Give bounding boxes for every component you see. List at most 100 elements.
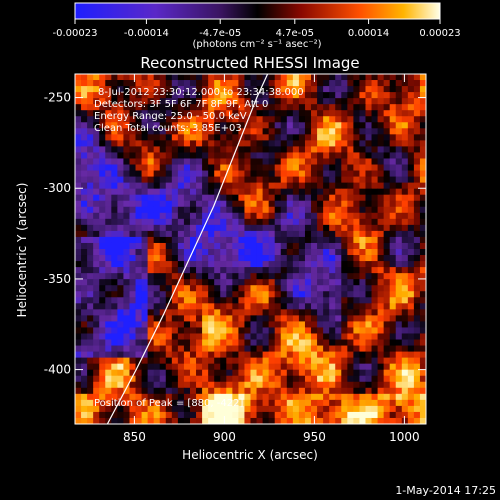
heatmap-cell bbox=[81, 417, 88, 424]
heatmap-cell bbox=[117, 345, 124, 352]
heatmap-cell bbox=[268, 369, 276, 377]
heatmap-cell bbox=[335, 273, 342, 280]
heatmap-cell bbox=[311, 345, 318, 352]
heatmap-cell bbox=[214, 339, 221, 346]
heatmap-cell bbox=[413, 393, 421, 401]
heatmap-cell bbox=[359, 176, 366, 184]
heatmap-cell bbox=[87, 218, 94, 226]
heatmap-cell bbox=[353, 309, 360, 316]
heatmap-cell bbox=[407, 170, 415, 177]
heatmap-cell bbox=[238, 297, 245, 304]
heatmap-cell bbox=[81, 146, 88, 153]
heatmap-cell bbox=[87, 339, 94, 346]
heatmap-cell bbox=[244, 345, 251, 352]
heatmap-cell bbox=[317, 236, 324, 244]
heatmap-cell bbox=[323, 116, 330, 123]
heatmap-cell bbox=[407, 333, 415, 340]
heatmap-cell bbox=[323, 188, 330, 196]
heatmap-cell bbox=[335, 303, 342, 310]
heatmap-cell bbox=[129, 291, 136, 298]
heatmap-cell bbox=[389, 134, 397, 141]
heatmap-cell bbox=[141, 140, 149, 147]
heatmap-cell bbox=[171, 297, 179, 304]
heatmap-cell bbox=[280, 110, 288, 117]
heatmap-cell bbox=[383, 224, 391, 232]
heatmap-cell bbox=[165, 140, 173, 147]
heatmap-cell bbox=[311, 212, 318, 220]
heatmap-cell bbox=[129, 146, 136, 153]
heatmap-cell bbox=[419, 176, 426, 184]
heatmap-cell bbox=[202, 110, 209, 117]
heatmap-cell bbox=[365, 393, 372, 401]
heatmap-cell bbox=[153, 363, 161, 371]
heatmap-cell bbox=[359, 110, 366, 117]
heatmap-cell bbox=[389, 212, 397, 220]
heatmap-cell bbox=[220, 92, 227, 99]
heatmap-cell bbox=[226, 357, 233, 365]
heatmap-cell bbox=[87, 128, 94, 135]
heatmap-cell bbox=[274, 80, 282, 87]
heatmap-cell bbox=[208, 297, 215, 304]
heatmap-cell bbox=[353, 339, 360, 346]
heatmap-cell bbox=[111, 399, 118, 407]
heatmap-cell bbox=[81, 92, 88, 99]
heatmap-cell bbox=[111, 104, 118, 111]
heatmap-cell bbox=[75, 224, 82, 232]
heatmap-cell bbox=[196, 369, 203, 377]
heatmap-cell bbox=[105, 116, 112, 123]
heatmap-cell bbox=[177, 86, 185, 93]
heatmap-cell bbox=[335, 230, 342, 238]
heatmap-cell bbox=[75, 291, 82, 298]
heatmap-cell bbox=[365, 261, 372, 268]
heatmap-cell bbox=[365, 110, 372, 117]
heatmap-cell bbox=[208, 315, 215, 322]
heatmap-cell bbox=[171, 357, 179, 365]
heatmap-cell bbox=[256, 128, 263, 135]
heatmap-cell bbox=[413, 104, 421, 111]
heatmap-cell bbox=[407, 164, 415, 171]
heatmap-cell bbox=[401, 200, 409, 208]
heatmap-cell bbox=[341, 351, 348, 359]
heatmap-cell bbox=[280, 267, 288, 274]
heatmap-cell bbox=[280, 194, 288, 202]
heatmap-cell bbox=[256, 152, 263, 159]
heatmap-cell bbox=[323, 134, 330, 141]
heatmap-cell bbox=[389, 399, 397, 407]
heatmap-cell bbox=[401, 80, 409, 87]
heatmap-cell bbox=[111, 381, 118, 389]
heatmap-cell bbox=[75, 236, 82, 244]
colorbar-gradient bbox=[74, 2, 441, 20]
heatmap-cell bbox=[377, 152, 385, 159]
heatmap-cell bbox=[262, 315, 270, 322]
heatmap-cell bbox=[401, 303, 409, 310]
heatmap-cell bbox=[129, 194, 136, 202]
heatmap-cell bbox=[244, 128, 251, 135]
heatmap-cell bbox=[99, 405, 106, 413]
heatmap-cell bbox=[196, 357, 203, 365]
heatmap-cell bbox=[286, 297, 294, 304]
heatmap-cell bbox=[304, 411, 312, 419]
heatmap-cell bbox=[323, 128, 330, 135]
heatmap-cell bbox=[317, 98, 324, 105]
heatmap-cell bbox=[262, 218, 270, 226]
heatmap-cell bbox=[395, 315, 403, 322]
heatmap-cell bbox=[292, 405, 300, 413]
heatmap-cell bbox=[171, 104, 179, 111]
heatmap-cell bbox=[123, 128, 130, 135]
heatmap-cell bbox=[365, 98, 372, 105]
heatmap-cell bbox=[244, 230, 251, 238]
heatmap-cell bbox=[262, 92, 270, 99]
heatmap-cell bbox=[256, 224, 263, 232]
heatmap-cell bbox=[123, 176, 130, 184]
heatmap-cell bbox=[165, 297, 173, 304]
heatmap-cell bbox=[383, 291, 391, 298]
heatmap-cell bbox=[165, 242, 173, 250]
heatmap-cell bbox=[165, 285, 173, 292]
heatmap-cell bbox=[183, 339, 191, 346]
heatmap-cell bbox=[196, 351, 203, 359]
heatmap-cell bbox=[147, 405, 155, 413]
heatmap-cell bbox=[371, 104, 378, 111]
heatmap-cell bbox=[274, 236, 282, 244]
heatmap-cell bbox=[353, 393, 360, 401]
heatmap-cell bbox=[93, 86, 100, 93]
